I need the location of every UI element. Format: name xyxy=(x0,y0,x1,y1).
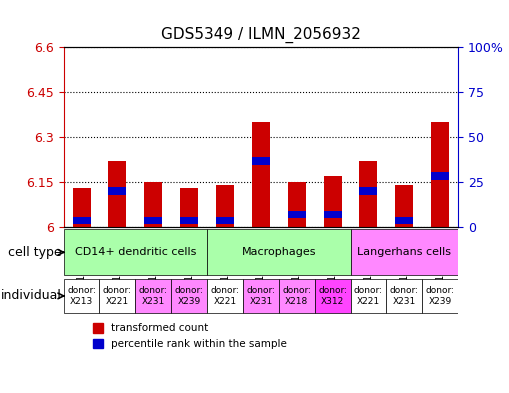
Text: donor:
X231: donor: X231 xyxy=(139,286,168,306)
Legend: transformed count, percentile rank within the sample: transformed count, percentile rank withi… xyxy=(89,319,292,353)
Text: donor:
X221: donor: X221 xyxy=(103,286,132,306)
FancyBboxPatch shape xyxy=(422,279,458,313)
Bar xyxy=(324,211,342,219)
Bar xyxy=(359,161,377,227)
Bar xyxy=(73,217,91,224)
Bar xyxy=(395,217,413,224)
FancyBboxPatch shape xyxy=(99,279,135,313)
Bar xyxy=(395,185,413,227)
Bar xyxy=(145,182,162,227)
Bar xyxy=(252,157,270,165)
Text: donor:
X312: donor: X312 xyxy=(318,286,347,306)
FancyBboxPatch shape xyxy=(243,279,279,313)
Bar xyxy=(252,122,270,227)
Text: donor:
X213: donor: X213 xyxy=(67,286,96,306)
Text: Langerhans cells: Langerhans cells xyxy=(357,247,451,257)
Title: GDS5349 / ILMN_2056932: GDS5349 / ILMN_2056932 xyxy=(161,27,361,43)
Text: donor:
X231: donor: X231 xyxy=(246,286,275,306)
Text: donor:
X231: donor: X231 xyxy=(390,286,419,306)
Bar xyxy=(288,211,306,219)
Bar xyxy=(180,217,198,224)
Bar xyxy=(216,217,234,224)
Bar xyxy=(288,182,306,227)
FancyBboxPatch shape xyxy=(64,229,207,275)
FancyBboxPatch shape xyxy=(207,279,243,313)
Bar xyxy=(145,217,162,224)
Bar xyxy=(216,185,234,227)
Text: CD14+ dendritic cells: CD14+ dendritic cells xyxy=(75,247,196,257)
Bar xyxy=(108,161,126,227)
FancyBboxPatch shape xyxy=(135,279,171,313)
FancyBboxPatch shape xyxy=(207,229,351,275)
Text: donor:
X239: donor: X239 xyxy=(175,286,204,306)
Text: donor:
X239: donor: X239 xyxy=(426,286,455,306)
FancyBboxPatch shape xyxy=(386,279,422,313)
FancyBboxPatch shape xyxy=(64,279,99,313)
FancyBboxPatch shape xyxy=(351,279,386,313)
FancyBboxPatch shape xyxy=(315,279,351,313)
FancyBboxPatch shape xyxy=(351,229,458,275)
Text: donor:
X221: donor: X221 xyxy=(354,286,383,306)
Text: individual: individual xyxy=(1,289,62,303)
Text: donor:
X221: donor: X221 xyxy=(211,286,240,306)
Bar xyxy=(73,188,91,227)
Text: donor:
X218: donor: X218 xyxy=(282,286,311,306)
Bar xyxy=(108,187,126,195)
Text: cell type: cell type xyxy=(8,246,62,259)
Bar xyxy=(431,122,449,227)
Bar xyxy=(431,172,449,180)
Bar xyxy=(359,187,377,195)
Text: Macrophages: Macrophages xyxy=(242,247,316,257)
FancyBboxPatch shape xyxy=(171,279,207,313)
FancyBboxPatch shape xyxy=(279,279,315,313)
Bar xyxy=(180,188,198,227)
Bar xyxy=(324,176,342,227)
